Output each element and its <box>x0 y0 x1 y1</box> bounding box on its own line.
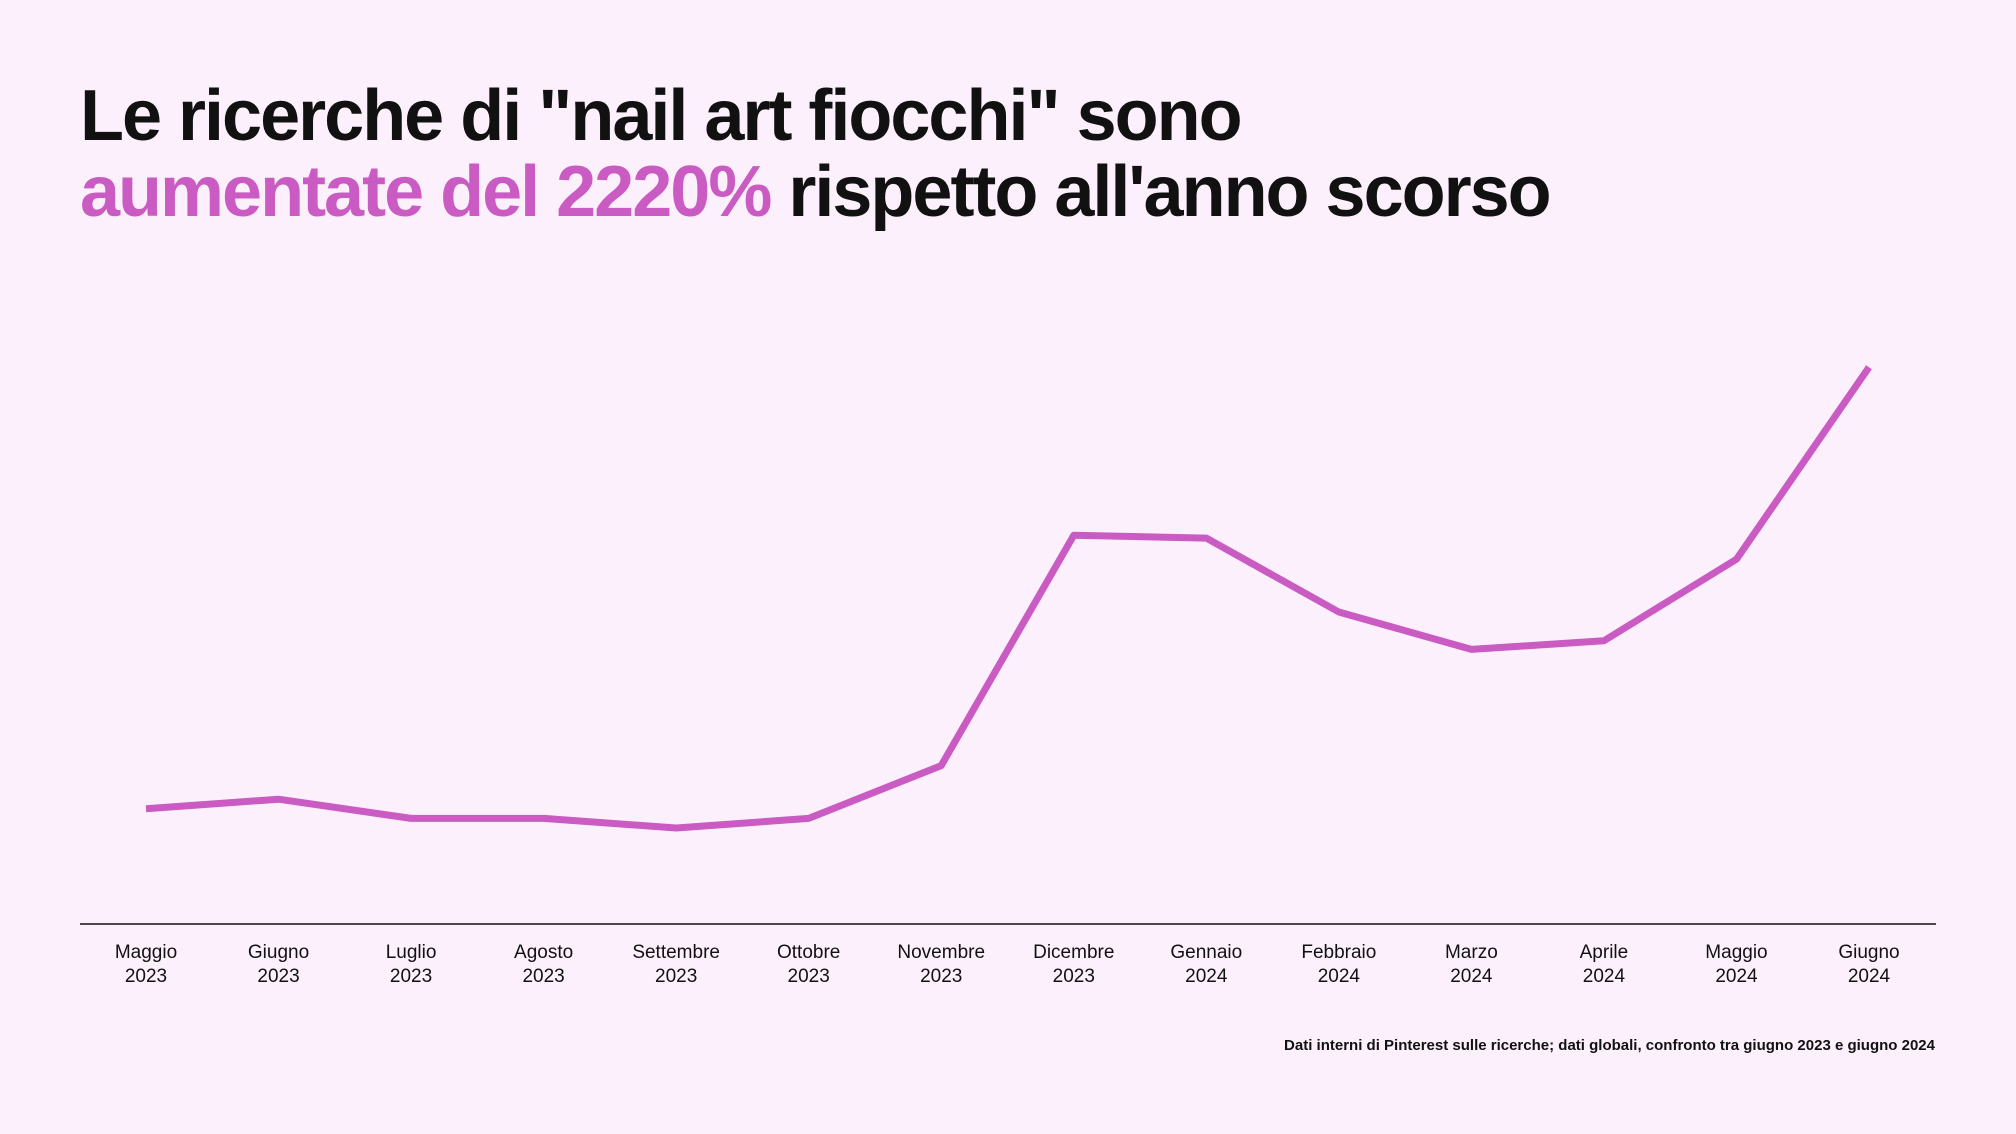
x-tick-label: Novembre 2023 <box>897 942 985 987</box>
title-line-1: Le ricerche di "nail art fiocchi" sono <box>80 76 1243 156</box>
series-line <box>145 365 1872 832</box>
title-highlight: aumentate del 2220% <box>80 152 772 232</box>
x-tick-label: Maggio 2023 <box>115 942 177 987</box>
x-tick-label: Settembre 2023 <box>632 942 720 987</box>
x-tick-label: Marzo 2024 <box>1445 942 1498 987</box>
x-tick-label: Aprile 2024 <box>1580 942 1629 987</box>
x-tick-label: Giugno 2023 <box>248 942 309 987</box>
x-tick-label: Luglio 2023 <box>386 942 437 987</box>
x-tick-label: Dicembre 2023 <box>1033 942 1114 987</box>
chart-title: Le ricerche di "nail art fiocchi" sono a… <box>80 76 1552 232</box>
x-tick-label: Gennaio 2024 <box>1170 942 1242 987</box>
x-tick-label: Giugno 2024 <box>1838 942 1899 987</box>
x-tick-label: Agosto 2023 <box>514 942 573 987</box>
series-layer <box>145 365 1872 832</box>
x-tick-label: Maggio 2024 <box>1705 942 1767 987</box>
x-tick-label: Febbraio 2024 <box>1301 942 1376 987</box>
x-tick-label: Ottobre 2023 <box>777 942 840 987</box>
x-tick-labels: Maggio 2023 Giugno 2023 Luglio 2023 Agosto 2023… <box>115 942 1900 987</box>
source-note: Dati interni di Pinterest sulle ricerche… <box>1284 1037 1935 1054</box>
title-line-2-rest: rispetto all'anno scorso <box>770 152 1551 232</box>
